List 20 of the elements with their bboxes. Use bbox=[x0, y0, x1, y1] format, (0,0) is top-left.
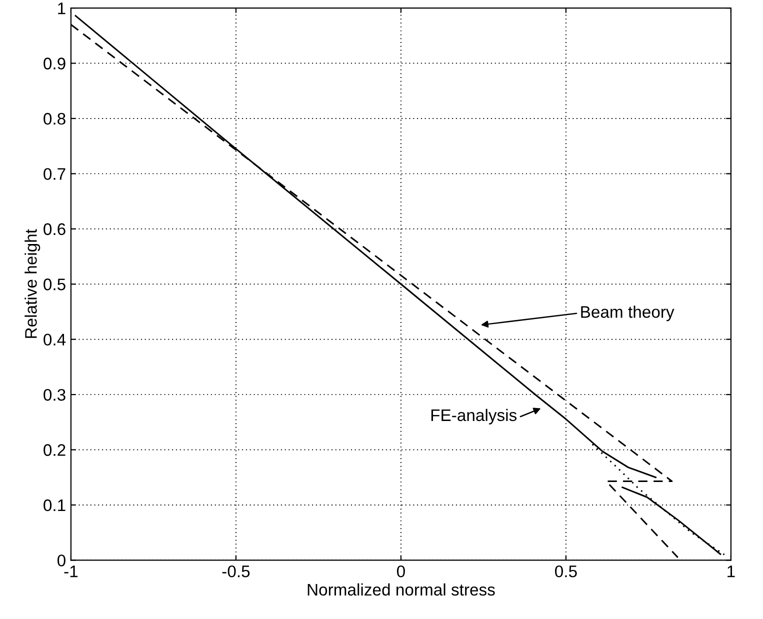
y-tick-label: 0.6 bbox=[44, 223, 66, 236]
y-tick-label: 0.2 bbox=[44, 444, 66, 456]
x-tick-label: 1 bbox=[728, 566, 735, 578]
y-tick-label: 0.3 bbox=[44, 388, 66, 401]
y-tick-label: 0.7 bbox=[44, 168, 66, 180]
y-axis-title: Relative height bbox=[24, 229, 40, 338]
x-tick-label: 0 bbox=[396, 565, 405, 578]
y-tick-label: 0.5 bbox=[44, 278, 66, 290]
y-tick-label: 1 bbox=[58, 2, 66, 14]
y-tick-label: 0.4 bbox=[44, 334, 66, 346]
x-tick-label: -1 bbox=[64, 566, 78, 578]
x-tick-label: -0.5 bbox=[222, 565, 250, 578]
annotation: FE-analysis bbox=[431, 408, 517, 424]
y-tick-label: 0.1 bbox=[44, 499, 66, 512]
y-tick-label: 0.9 bbox=[44, 58, 66, 70]
y-tick-label: 0.8 bbox=[44, 112, 66, 125]
annotation: Beam theory bbox=[581, 306, 674, 322]
y-tick-label: 0 bbox=[57, 554, 66, 566]
x-axis-title: Normalized normal stress bbox=[308, 583, 495, 596]
x-tick-label: 0.5 bbox=[555, 565, 577, 578]
